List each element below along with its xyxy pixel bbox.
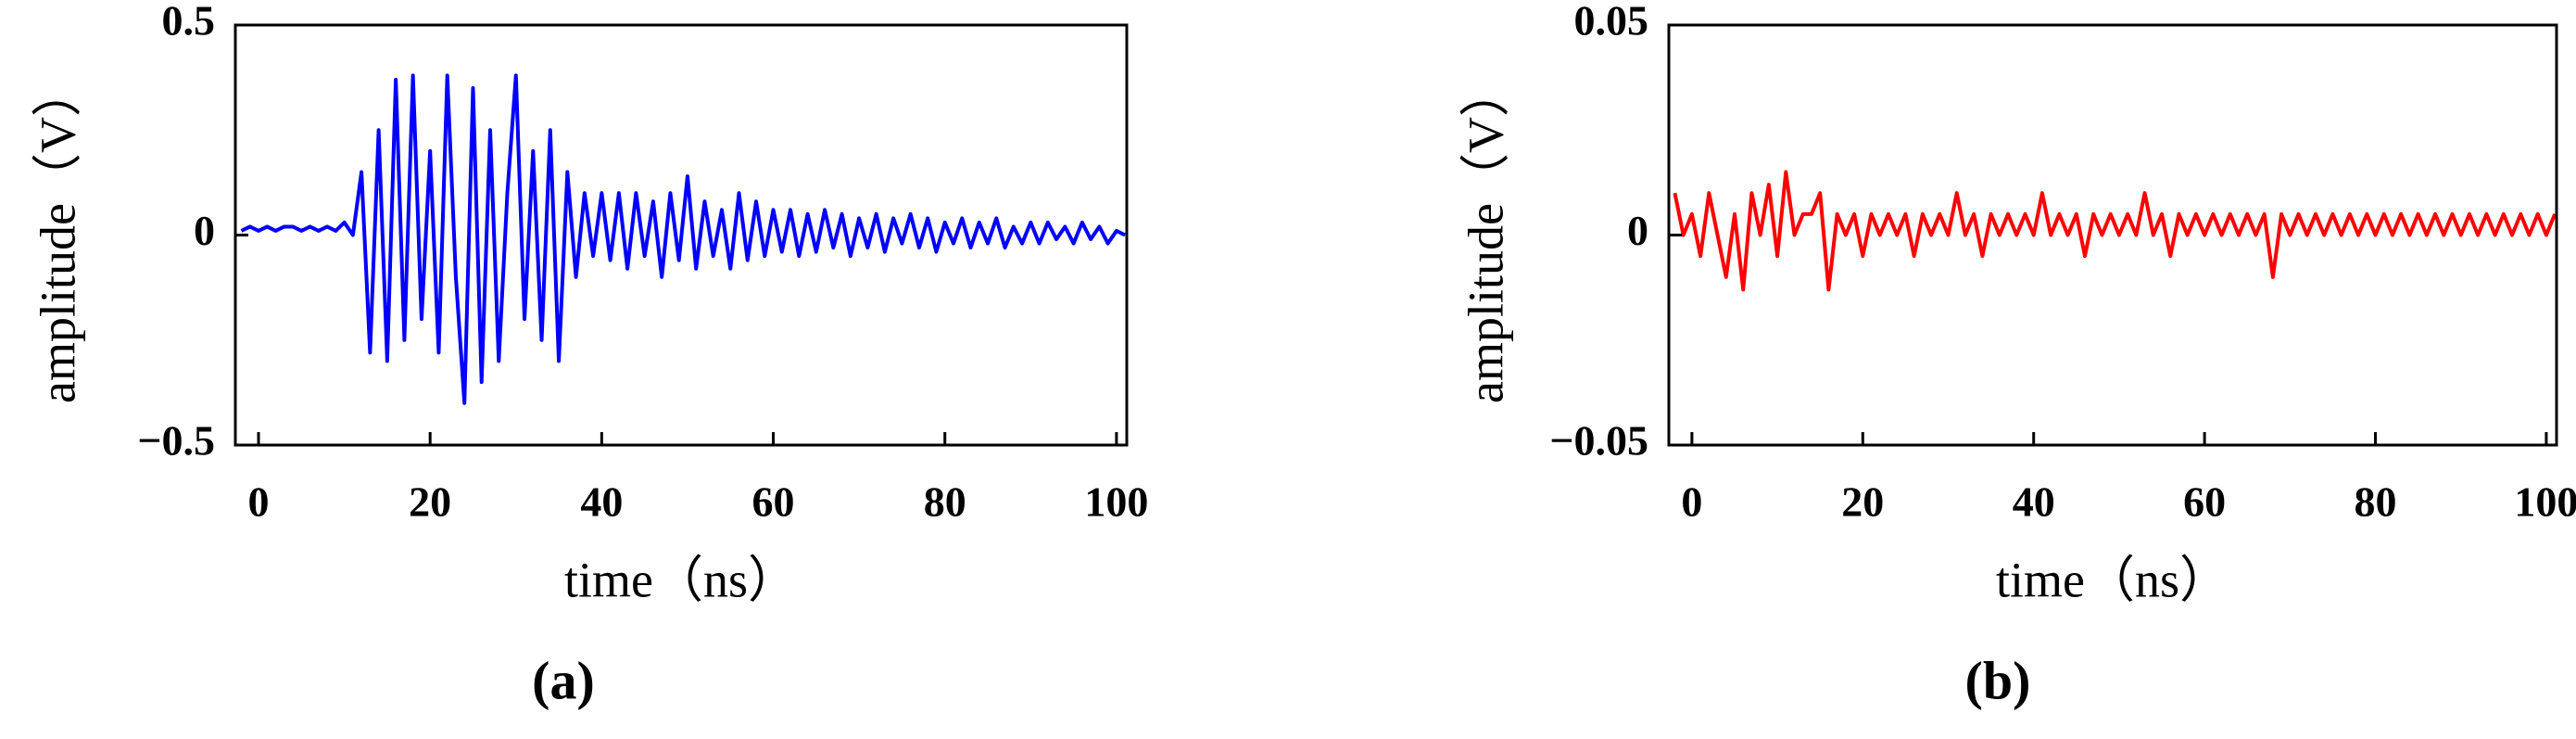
y-axis-title: amplitude（V） <box>1458 67 1513 403</box>
y-axis-title: amplitude（V） <box>30 67 85 403</box>
y-tick-label: 0 <box>1627 207 1648 254</box>
plot-frame <box>1667 23 2558 447</box>
x-tick-label: 80 <box>2355 478 2397 526</box>
y-tick-label: −0.05 <box>1549 417 1648 465</box>
y-tick-label: −0.5 <box>137 417 215 465</box>
x-tick-label: 0 <box>247 478 269 526</box>
panel-label: (b) <box>1965 650 2031 710</box>
y-tick-label: 0 <box>194 207 215 254</box>
x-tick-label: 100 <box>2514 478 2576 526</box>
x-tick-label: 20 <box>1841 478 1884 526</box>
y-tick-label: 0.5 <box>162 0 216 45</box>
panel-label: (a) <box>532 650 595 710</box>
y-tick-label: 0.05 <box>1574 0 1649 45</box>
x-tick-label: 40 <box>2013 478 2055 526</box>
x-axis-title: time（ns） <box>1996 552 2229 607</box>
panel: 0 20 40 60 80 100 −0.5 0 0.5 time（ns） amplitude（V）… <box>30 0 1148 710</box>
x-tick-label: 20 <box>409 478 451 526</box>
x-tick-label: 60 <box>2183 478 2226 526</box>
signal-line <box>1673 170 2557 292</box>
x-tick-label: 80 <box>924 478 966 526</box>
x-tick-label: 60 <box>752 478 795 526</box>
x-axis-title: time（ns） <box>564 552 798 607</box>
x-tick-label: 40 <box>580 478 623 526</box>
panel: 0 20 40 60 80 100 −0.05 0 0.05 time（ns） amplitude（… <box>1458 0 2576 710</box>
x-tick-label: 0 <box>1681 478 1702 526</box>
signal-line <box>240 73 1127 405</box>
x-tick-label: 100 <box>1084 478 1148 526</box>
